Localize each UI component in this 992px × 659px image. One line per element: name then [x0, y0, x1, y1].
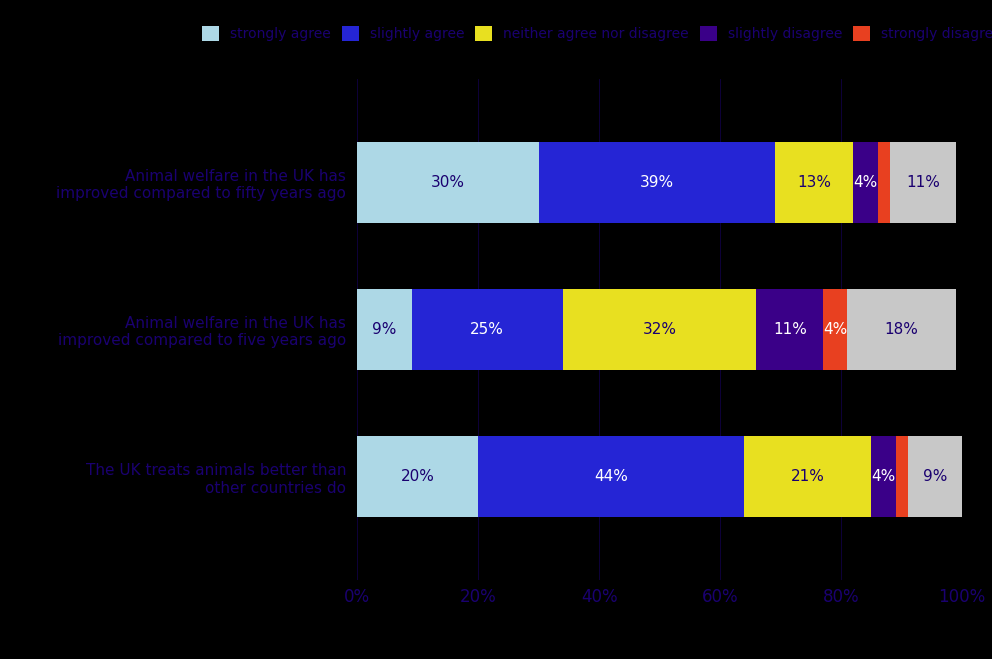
Bar [478, 436, 744, 517]
Bar [853, 142, 878, 223]
Text: 4%: 4% [871, 469, 896, 484]
Bar [562, 289, 757, 370]
Text: 44%: 44% [594, 469, 628, 484]
Text: 25%: 25% [470, 322, 504, 337]
Text: 20%: 20% [401, 469, 434, 484]
Bar [744, 436, 871, 517]
Text: 9%: 9% [372, 322, 397, 337]
Text: 4%: 4% [853, 175, 878, 190]
Text: 4%: 4% [823, 322, 847, 337]
Bar [908, 436, 962, 517]
Bar [412, 289, 562, 370]
Bar [896, 436, 908, 517]
Legend: strongly agree, slightly agree, neither agree nor disagree, slightly disagree, s: strongly agree, slightly agree, neither … [196, 21, 992, 47]
Bar [757, 289, 823, 370]
Bar [847, 289, 956, 370]
Text: 11%: 11% [906, 175, 939, 190]
Bar [890, 142, 956, 223]
Text: 39%: 39% [640, 175, 674, 190]
Text: 9%: 9% [923, 469, 947, 484]
Bar [872, 436, 896, 517]
Text: 32%: 32% [643, 322, 677, 337]
Text: 30%: 30% [431, 175, 465, 190]
Text: 18%: 18% [885, 322, 919, 337]
Text: 21%: 21% [791, 469, 825, 484]
Bar [357, 436, 478, 517]
Bar [823, 289, 847, 370]
Text: 13%: 13% [797, 175, 831, 190]
Text: 11%: 11% [773, 322, 806, 337]
Bar [539, 142, 775, 223]
Bar [775, 142, 853, 223]
Bar [357, 142, 539, 223]
Bar [357, 289, 412, 370]
Bar [878, 142, 890, 223]
